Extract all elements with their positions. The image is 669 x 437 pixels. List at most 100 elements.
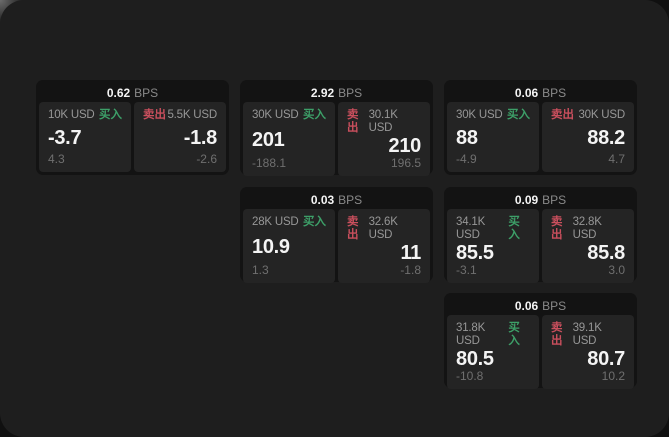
buy-tile-header: 30K USD 买入 [456, 109, 530, 122]
buy-tile-header: 31.8K USD 买入 [456, 322, 530, 348]
buy-tile-header: 28K USD 买入 [252, 216, 326, 229]
buy-price: 201 [252, 128, 285, 151]
buy-quote-tile[interactable]: 34.1K USD 买入 85.5 -3.1 [447, 209, 539, 283]
sell-price: 11 [400, 242, 421, 264]
sell-side-label: 卖出 [551, 109, 574, 121]
sell-side-label: 卖出 [551, 216, 563, 241]
buy-amount: 30K USD [456, 109, 503, 121]
sell-tile-header: 卖出 39.1K USD [551, 322, 625, 348]
bps-unit-label: BPS [338, 192, 363, 207]
sell-side-label: 卖出 [347, 109, 359, 134]
buy-quote-tile[interactable]: 30K USD 买入 88 -4.9 [447, 102, 539, 172]
quote-card: 0.06 BPS 30K USD 买入 88 -4.9 卖出 30K USD 8… [444, 80, 637, 175]
bps-unit-label: BPS [542, 298, 567, 313]
quote-panels: 34.1K USD 买入 85.5 -3.1 卖出 32.8K USD 85.8… [447, 209, 634, 283]
buy-sub-value: -10.8 [456, 369, 484, 383]
buy-side-label: 买入 [507, 109, 530, 121]
sell-price: 80.7 [587, 348, 625, 370]
sell-sub-value: 3.0 [608, 263, 625, 277]
quote-panels: 31.8K USD 买入 80.5 -10.8 卖出 39.1K USD 80.… [447, 315, 634, 389]
buy-price: 10.9 [252, 235, 290, 258]
bps-unit-label: BPS [134, 85, 159, 100]
buy-amount: 10K USD [48, 109, 95, 121]
sell-price: 210 [388, 135, 422, 157]
sell-tile-header: 卖出 32.8K USD [551, 216, 625, 242]
sell-sub-value: 10.2 [601, 369, 625, 383]
sell-sub-value: 4.7 [608, 152, 625, 166]
buy-amount: 28K USD [252, 216, 299, 228]
quote-card: 0.09 BPS 34.1K USD 买入 85.5 -3.1 卖出 32.8K… [444, 187, 637, 283]
sell-price: -1.8 [183, 126, 218, 149]
sell-quote-tile[interactable]: 卖出 5.5K USD -1.8 -2.6 [134, 102, 226, 172]
buy-price: 85.5 [456, 242, 494, 264]
quote-panels: 30K USD 买入 201 -188.1 卖出 30.1K USD 210 1… [243, 102, 430, 176]
buy-quote-tile[interactable]: 30K USD 买入 201 -188.1 [243, 102, 335, 176]
sell-tile-header: 卖出 5.5K USD [143, 109, 217, 122]
sell-sub-value: -1.8 [400, 263, 421, 277]
buy-sub-value: 1.3 [252, 263, 269, 277]
spread-header: 0.06 BPS [447, 296, 634, 315]
buy-amount: 34.1K USD [456, 216, 486, 241]
buy-tile-header: 34.1K USD 买入 [456, 216, 530, 242]
quote-card: 0.62 BPS 10K USD 买入 -3.7 4.3 卖出 5.5K USD… [36, 80, 229, 175]
buy-side-label: 买入 [303, 216, 326, 228]
sell-quote-tile[interactable]: 卖出 30.1K USD 210 196.5 [338, 102, 430, 176]
buy-sub-value: -188.1 [252, 156, 287, 170]
sell-amount: 32.8K USD [572, 216, 602, 241]
sell-quote-tile[interactable]: 卖出 32.6K USD 11 -1.8 [338, 209, 430, 283]
buy-quote-tile[interactable]: 31.8K USD 买入 80.5 -10.8 [447, 315, 539, 389]
quote-panels: 30K USD 买入 88 -4.9 卖出 30K USD 88.2 4.7 [447, 102, 634, 172]
buy-price: 88 [456, 126, 478, 149]
sell-amount: 32.6K USD [368, 216, 398, 241]
sell-sub-value: -2.6 [196, 152, 217, 166]
spread-header: 2.92 BPS [243, 83, 430, 102]
spread-header: 0.06 BPS [447, 83, 634, 102]
sell-amount: 30K USD [578, 109, 625, 121]
sell-side-label: 卖出 [347, 216, 359, 241]
spread-bps-value: 0.62 [106, 85, 131, 100]
quote-card: 0.03 BPS 28K USD 买入 10.9 1.3 卖出 32.6K US… [240, 187, 433, 283]
sell-amount: 39.1K USD [572, 322, 602, 347]
buy-side-label: 买入 [508, 216, 520, 241]
sell-sub-value: 196.5 [390, 156, 421, 170]
buy-tile-header: 10K USD 买入 [48, 109, 122, 122]
spread-bps-value: 0.06 [514, 85, 539, 100]
sell-tile-header: 卖出 30.1K USD [347, 109, 421, 135]
sell-tile-header: 卖出 32.6K USD [347, 216, 421, 242]
buy-amount: 30K USD [252, 109, 299, 121]
buy-side-label: 买入 [508, 322, 520, 347]
buy-side-label: 买入 [99, 109, 122, 121]
buy-quote-tile[interactable]: 28K USD 买入 10.9 1.3 [243, 209, 335, 283]
buy-side-label: 买入 [303, 109, 326, 121]
buy-tile-header: 30K USD 买入 [252, 109, 326, 122]
buy-quote-tile[interactable]: 10K USD 买入 -3.7 4.3 [39, 102, 131, 172]
buy-sub-value: -3.1 [456, 263, 477, 277]
spread-bps-value: 0.03 [310, 192, 335, 207]
sell-side-label: 卖出 [551, 322, 563, 347]
buy-sub-value: 4.3 [48, 152, 65, 166]
quote-panels: 10K USD 买入 -3.7 4.3 卖出 5.5K USD -1.8 -2.… [39, 102, 226, 172]
quote-card: 0.06 BPS 31.8K USD 买入 80.5 -10.8 卖出 39.1… [444, 293, 637, 389]
sell-quote-tile[interactable]: 卖出 30K USD 88.2 4.7 [542, 102, 634, 172]
spread-bps-value: 2.92 [310, 85, 335, 100]
spread-bps-value: 0.06 [514, 298, 539, 313]
buy-sub-value: -4.9 [456, 152, 477, 166]
sell-amount: 30.1K USD [368, 109, 398, 134]
buy-price: 80.5 [456, 348, 494, 370]
buy-price: -3.7 [48, 126, 82, 149]
sell-price: 88.2 [587, 126, 625, 149]
sell-quote-tile[interactable]: 卖出 32.8K USD 85.8 3.0 [542, 209, 634, 283]
sell-tile-header: 卖出 30K USD [551, 109, 625, 122]
spread-header: 0.09 BPS [447, 190, 634, 209]
bps-unit-label: BPS [542, 192, 567, 207]
sell-side-label: 卖出 [143, 109, 166, 121]
spread-header: 0.62 BPS [39, 83, 226, 102]
sell-quote-tile[interactable]: 卖出 39.1K USD 80.7 10.2 [542, 315, 634, 389]
spread-bps-value: 0.09 [514, 192, 539, 207]
bps-unit-label: BPS [338, 85, 363, 100]
quote-card: 2.92 BPS 30K USD 买入 201 -188.1 卖出 30.1K … [240, 80, 433, 176]
quote-panels: 28K USD 买入 10.9 1.3 卖出 32.6K USD 11 -1.8 [243, 209, 430, 283]
spread-header: 0.03 BPS [243, 190, 430, 209]
